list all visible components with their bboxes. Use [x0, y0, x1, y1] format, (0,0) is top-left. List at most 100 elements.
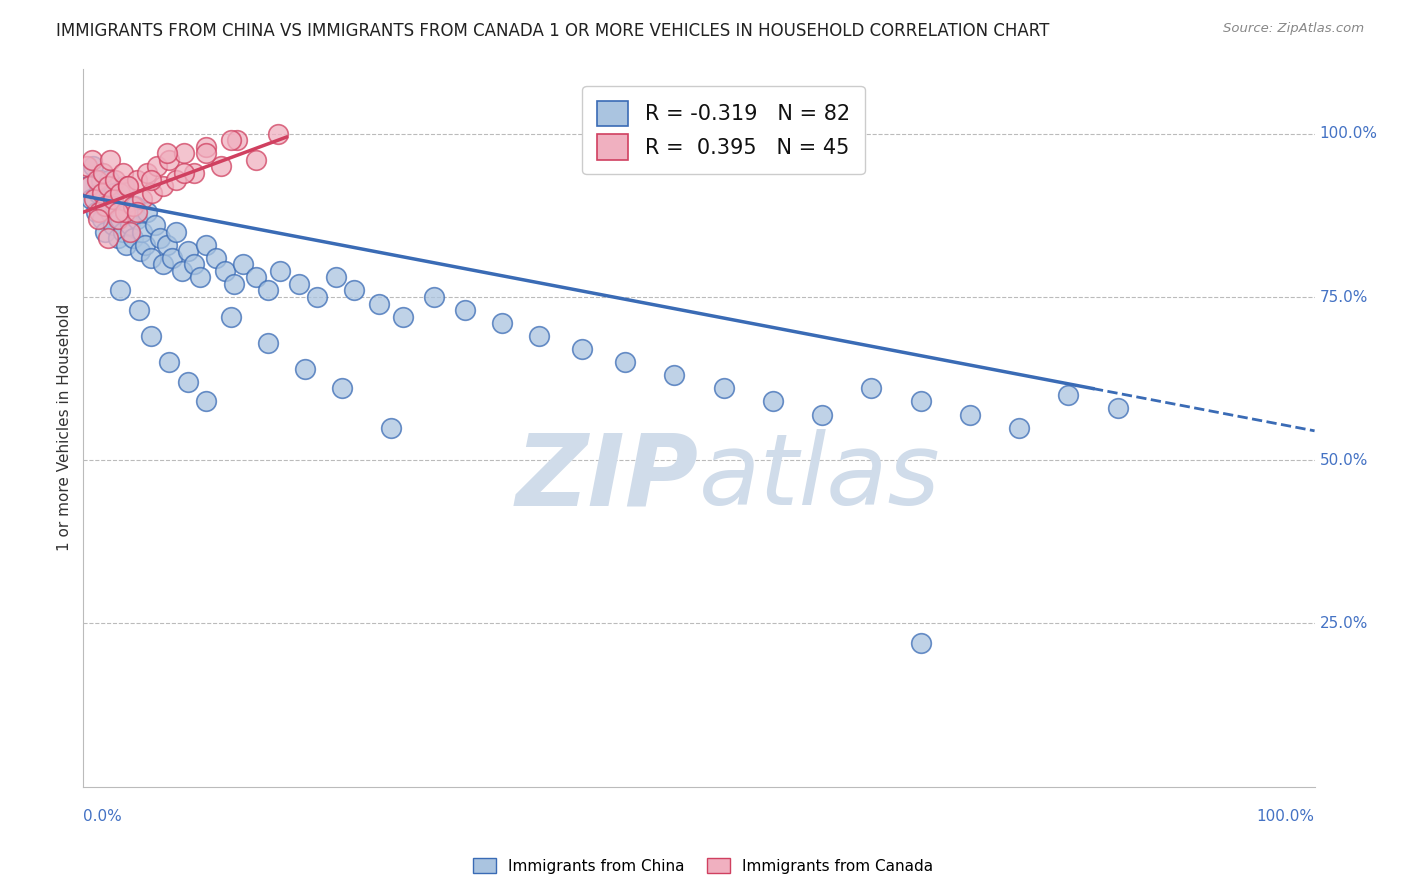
Point [115, 237, 138, 252]
Point [287, 277, 309, 291]
Point [195, 237, 218, 252]
Point [127, 205, 149, 219]
Point [219, 133, 242, 147]
Point [139, 251, 162, 265]
Point [156, 237, 179, 252]
Point [959, 408, 981, 422]
Point [79, 179, 101, 194]
Point [343, 284, 366, 298]
Point [222, 277, 245, 291]
Point [205, 251, 228, 265]
Point [165, 172, 187, 186]
Point [713, 381, 735, 395]
Point [79, 192, 101, 206]
Point [257, 284, 280, 298]
Point [114, 205, 136, 219]
Point [177, 244, 200, 259]
Point [101, 218, 124, 232]
Point [128, 303, 150, 318]
Point [107, 211, 129, 226]
Point [111, 166, 134, 180]
Point [423, 290, 446, 304]
Point [664, 368, 686, 383]
Point [214, 264, 236, 278]
Point [1008, 420, 1031, 434]
Point [136, 166, 159, 180]
Text: atlas: atlas [699, 429, 941, 526]
Point [117, 179, 139, 194]
Point [107, 205, 129, 219]
Point [170, 264, 193, 278]
Point [910, 636, 932, 650]
Point [136, 205, 159, 219]
Point [110, 284, 132, 298]
Point [160, 251, 183, 265]
Point [183, 257, 205, 271]
Point [152, 179, 174, 194]
Text: 75.0%: 75.0% [1319, 290, 1368, 304]
Legend: R = -0.319   N = 82, R =  0.395   N = 45: R = -0.319 N = 82, R = 0.395 N = 45 [582, 87, 865, 175]
Text: IMMIGRANTS FROM CHINA VS IMMIGRANTS FROM CANADA 1 OR MORE VEHICLES IN HOUSEHOLD : IMMIGRANTS FROM CHINA VS IMMIGRANTS FROM… [56, 22, 1050, 40]
Point [127, 172, 149, 186]
Point [811, 408, 834, 422]
Point [267, 127, 290, 141]
Point [173, 166, 195, 180]
Point [131, 192, 153, 206]
Point [156, 146, 179, 161]
Point [257, 335, 280, 350]
Point [131, 225, 153, 239]
Point [159, 355, 181, 369]
Point [491, 316, 513, 330]
Point [87, 186, 110, 200]
Point [94, 199, 117, 213]
Point [571, 343, 593, 357]
Text: 100.0%: 100.0% [1257, 809, 1315, 824]
Point [177, 375, 200, 389]
Point [104, 172, 127, 186]
Point [454, 303, 477, 318]
Point [82, 160, 104, 174]
Point [124, 199, 146, 213]
Point [159, 153, 181, 167]
Text: 50.0%: 50.0% [1319, 453, 1368, 467]
Point [121, 199, 143, 213]
Point [226, 133, 249, 147]
Legend: Immigrants from China, Immigrants from Canada: Immigrants from China, Immigrants from C… [467, 852, 939, 880]
Point [86, 172, 108, 186]
Point [173, 146, 195, 161]
Point [232, 257, 254, 271]
Text: ZIP: ZIP [516, 429, 699, 526]
Point [762, 394, 785, 409]
Text: Source: ZipAtlas.com: Source: ZipAtlas.com [1223, 22, 1364, 36]
Point [120, 225, 142, 239]
Point [1107, 401, 1129, 415]
Point [183, 166, 205, 180]
Point [117, 179, 139, 194]
Point [614, 355, 637, 369]
Point [77, 179, 100, 194]
Point [117, 205, 139, 219]
Point [134, 237, 156, 252]
Point [90, 211, 112, 226]
Point [307, 290, 329, 304]
Point [245, 153, 267, 167]
Point [93, 199, 115, 213]
Point [195, 140, 218, 154]
Point [87, 211, 110, 226]
Point [380, 420, 402, 434]
Point [195, 394, 218, 409]
Point [76, 160, 98, 174]
Point [110, 211, 132, 226]
Point [112, 179, 135, 194]
Point [527, 329, 550, 343]
Point [90, 186, 112, 200]
Point [141, 186, 163, 200]
Point [165, 225, 187, 239]
Point [129, 244, 152, 259]
Point [91, 166, 114, 180]
Point [120, 218, 142, 232]
Point [104, 199, 127, 213]
Text: 25.0%: 25.0% [1319, 615, 1368, 631]
Point [392, 310, 415, 324]
Point [152, 257, 174, 271]
